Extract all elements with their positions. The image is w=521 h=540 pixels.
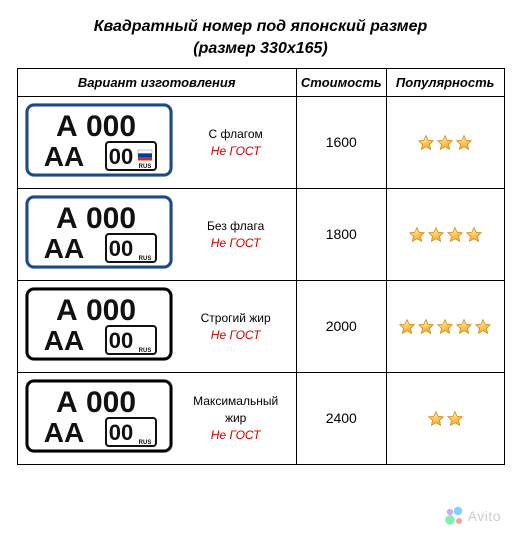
page-subtitle: (размер 330х165): [0, 40, 521, 68]
star-icon: [408, 226, 426, 244]
star-icon: [446, 226, 464, 244]
cost-value: 1800: [326, 226, 357, 242]
popularity-stars: [387, 134, 504, 152]
star-icon: [455, 134, 473, 152]
svg-text:АА: АА: [43, 141, 83, 172]
popularity-stars: [387, 410, 504, 428]
variant-sublabel: Не ГОСТ: [182, 235, 290, 252]
cost-value: 2400: [326, 410, 357, 426]
svg-text:00: 00: [108, 420, 132, 445]
variant-description: Строгий жир Не ГОСТ: [182, 310, 290, 344]
svg-text:А 000: А 000: [55, 110, 135, 143]
svg-text:RUS: RUS: [138, 440, 151, 446]
cost-value: 2000: [326, 318, 357, 334]
star-icon: [417, 318, 435, 336]
star-icon: [427, 410, 445, 428]
license-plate-icon: А 000 АА 00 RUS: [24, 378, 174, 454]
col-popularity-header: Популярность: [386, 69, 504, 97]
star-icon: [417, 134, 435, 152]
avito-watermark-text: Avito: [468, 508, 501, 524]
svg-text:RUS: RUS: [138, 164, 151, 170]
variant-sublabel: Не ГОСТ: [182, 427, 290, 444]
svg-text:00: 00: [108, 236, 132, 261]
plate-preview: А 000 АА 00 RUS: [24, 102, 174, 183]
svg-text:АА: АА: [43, 325, 83, 356]
star-icon: [436, 318, 454, 336]
variant-label: Без флага: [207, 219, 264, 233]
star-icon: [474, 318, 492, 336]
star-icon: [465, 226, 483, 244]
variant-description: С флагом Не ГОСТ: [182, 126, 290, 160]
page-title: Квадратный номер под японский размер: [0, 0, 521, 40]
license-plate-icon: А 000 АА 00 RUS: [24, 102, 174, 178]
svg-text:00: 00: [108, 328, 132, 353]
col-variant-header: Вариант изготовления: [17, 69, 296, 97]
svg-text:RUS: RUS: [138, 256, 151, 262]
table-row: А 000 АА 00 RUS Максимальный жир Не ГОСТ…: [17, 373, 504, 465]
plate-preview: А 000 АА 00 RUS: [24, 378, 174, 459]
plate-preview: А 000 АА 00 RUS: [24, 286, 174, 367]
avito-logo-icon: [444, 506, 464, 526]
svg-text:00: 00: [108, 144, 132, 169]
cost-value: 1600: [326, 134, 357, 150]
star-icon: [398, 318, 416, 336]
avito-watermark: Avito: [444, 506, 501, 526]
variant-description: Без флага Не ГОСТ: [182, 218, 290, 252]
popularity-stars: [387, 318, 504, 336]
pricing-table: Вариант изготовления Стоимость Популярно…: [17, 68, 505, 465]
license-plate-icon: А 000 АА 00 RUS: [24, 194, 174, 270]
star-icon: [436, 134, 454, 152]
star-icon: [455, 318, 473, 336]
plate-preview: А 000 АА 00 RUS: [24, 194, 174, 275]
popularity-stars: [387, 226, 504, 244]
svg-text:А 000: А 000: [55, 294, 135, 327]
svg-text:А 000: А 000: [55, 386, 135, 419]
star-icon: [427, 226, 445, 244]
variant-sublabel: Не ГОСТ: [182, 327, 290, 344]
variant-label: Строгий жир: [201, 311, 271, 325]
svg-text:А 000: А 000: [55, 202, 135, 235]
table-row: А 000 АА 00 RUS С флагом Не ГОСТ 1600: [17, 97, 504, 189]
svg-text:АА: АА: [43, 233, 83, 264]
license-plate-icon: А 000 АА 00 RUS: [24, 286, 174, 362]
star-icon: [446, 410, 464, 428]
variant-sublabel: Не ГОСТ: [182, 143, 290, 160]
table-row: А 000 АА 00 RUS Строгий жир Не ГОСТ 2000: [17, 281, 504, 373]
table-row: А 000 АА 00 RUS Без флага Не ГОСТ 1800: [17, 189, 504, 281]
svg-text:АА: АА: [43, 417, 83, 448]
svg-text:RUS: RUS: [138, 348, 151, 354]
variant-label: Максимальный жир: [193, 394, 278, 425]
col-cost-header: Стоимость: [296, 69, 386, 97]
variant-label: С флагом: [208, 127, 262, 141]
variant-description: Максимальный жир Не ГОСТ: [182, 393, 290, 443]
